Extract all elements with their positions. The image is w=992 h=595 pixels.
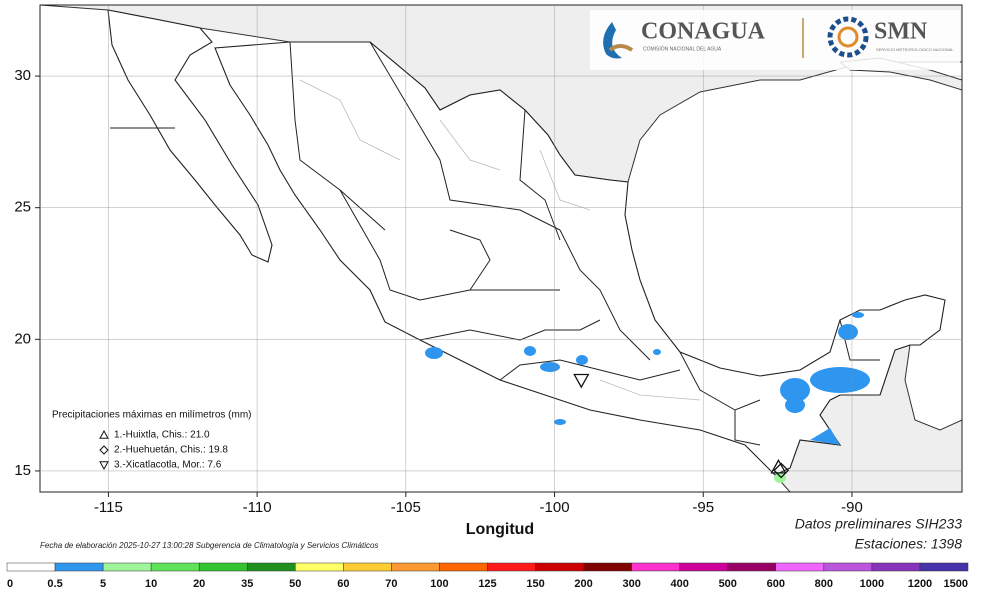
colorbar-segment xyxy=(583,562,632,572)
colorbar-label: 10 xyxy=(145,578,157,590)
colorbar-label: 5 xyxy=(100,578,106,590)
colorbar-label: 60 xyxy=(337,578,349,590)
date-note: Fecha de elaboración 2025-10-27 13:00:28… xyxy=(40,541,378,550)
y-tick-label: 30 xyxy=(14,67,31,84)
colorbar-segment xyxy=(295,562,344,572)
x-tick-label: -90 xyxy=(841,499,863,516)
colorbar-segment xyxy=(6,562,56,572)
legend-title: Precipitaciones máximas en milímetros (m… xyxy=(52,410,252,421)
colorbar-label: 1200 xyxy=(908,578,932,590)
station-marker xyxy=(770,458,787,474)
colorbar-segment xyxy=(535,562,584,572)
conagua-icon xyxy=(608,44,634,52)
colorbar-label: 200 xyxy=(574,578,592,590)
colorbar-label: 150 xyxy=(526,578,544,590)
colorbar-segment xyxy=(102,562,152,572)
state-borders xyxy=(110,41,880,446)
colorbar-label: 35 xyxy=(241,578,253,590)
y-tick-label: 15 xyxy=(14,462,31,479)
conagua-logo: CONAGUA xyxy=(641,19,766,45)
colorbar-segment xyxy=(150,562,200,572)
colorbar-label: 400 xyxy=(671,578,689,590)
colorbar-label: 300 xyxy=(622,578,640,590)
x-tick-label: -105 xyxy=(391,499,421,516)
logo-panel xyxy=(590,10,960,70)
colorbar-segment xyxy=(247,562,296,572)
baja-california xyxy=(107,9,273,263)
colorbar-label: 1000 xyxy=(860,578,884,590)
colorbar-segment xyxy=(919,562,969,572)
colorbar-segment xyxy=(439,562,488,572)
source-note: Datos preliminares SIH233 xyxy=(795,516,963,532)
colorbar-segment xyxy=(871,562,921,572)
legend-symbol xyxy=(99,429,109,439)
legend-label: 3.-Xicatlacotla, Mor.: 7.6 xyxy=(114,460,222,471)
x-tick-label: -110 xyxy=(243,499,272,516)
station-marker xyxy=(573,373,590,389)
colorbar-label: 20 xyxy=(193,578,205,590)
colorbar-label: 500 xyxy=(719,578,737,590)
y-tick-label: 20 xyxy=(14,330,31,347)
conagua-icon xyxy=(603,22,622,59)
colorbar-label: 125 xyxy=(478,578,496,590)
colorbar: 0 0.5 5 10 20 35 50 60 70 100 125 150 200 300 400 500 60… xyxy=(6,562,969,590)
x-tick-label: -115 xyxy=(94,499,123,516)
smn-icon xyxy=(837,26,859,48)
legend-label: 1.-Huixtla, Chis.: 21.0 xyxy=(114,430,210,441)
legend-label: 2.-Huehuetán, Chis.: 19.8 xyxy=(114,445,228,456)
legend-symbol xyxy=(99,461,109,471)
colorbar-segment xyxy=(775,562,825,572)
colorbar-label: 0 xyxy=(7,578,13,590)
colorbar-segment xyxy=(631,562,680,572)
colorbar-segment xyxy=(391,562,440,572)
x-tick-label: -100 xyxy=(540,499,570,516)
conagua-subtitle: COMISIÓN NACIONAL DEL AGUA xyxy=(643,45,722,52)
colorbar-segment xyxy=(487,562,536,572)
colorbar-label: 0.5 xyxy=(47,578,62,590)
plot-frame xyxy=(39,4,963,493)
legend: 1.-Huixtla, Chis.: 21.0 2.-Huehuetán, Chi… xyxy=(99,429,228,471)
legend-symbol xyxy=(99,445,109,455)
colorbar-label: 800 xyxy=(815,578,833,590)
precipitation-areas xyxy=(425,312,870,483)
colorbar-segment xyxy=(727,562,777,572)
smn-logo: SMN xyxy=(874,19,928,45)
colorbar-label: 1500 xyxy=(944,578,968,590)
colorbar-label: 600 xyxy=(767,578,785,590)
colorbar-segment xyxy=(823,562,873,572)
colorbar-label: 70 xyxy=(385,578,397,590)
stations-count: Estaciones: 1398 xyxy=(855,536,963,552)
axes: -115 -110 -105 -100 -95 -90 15 20 25 30 xyxy=(14,5,962,516)
y-tick-label: 25 xyxy=(14,199,31,216)
colorbar-segment xyxy=(54,562,104,572)
colorbar-label: 50 xyxy=(289,578,301,590)
colorbar-segment xyxy=(679,562,729,572)
colorbar-label: 100 xyxy=(430,578,448,590)
station-marker xyxy=(773,462,790,479)
stations xyxy=(573,373,790,479)
x-axis-label: Longitud xyxy=(466,521,534,538)
colorbar-segment xyxy=(198,562,248,572)
municipal-borders xyxy=(299,79,701,401)
smn-icon xyxy=(827,16,869,58)
x-tick-label: -95 xyxy=(692,499,714,516)
mexico xyxy=(214,41,946,476)
colorbar-segment xyxy=(343,562,392,572)
smn-subtitle: SERVICIO METEOROLÓGICO NACIONAL xyxy=(876,47,954,52)
